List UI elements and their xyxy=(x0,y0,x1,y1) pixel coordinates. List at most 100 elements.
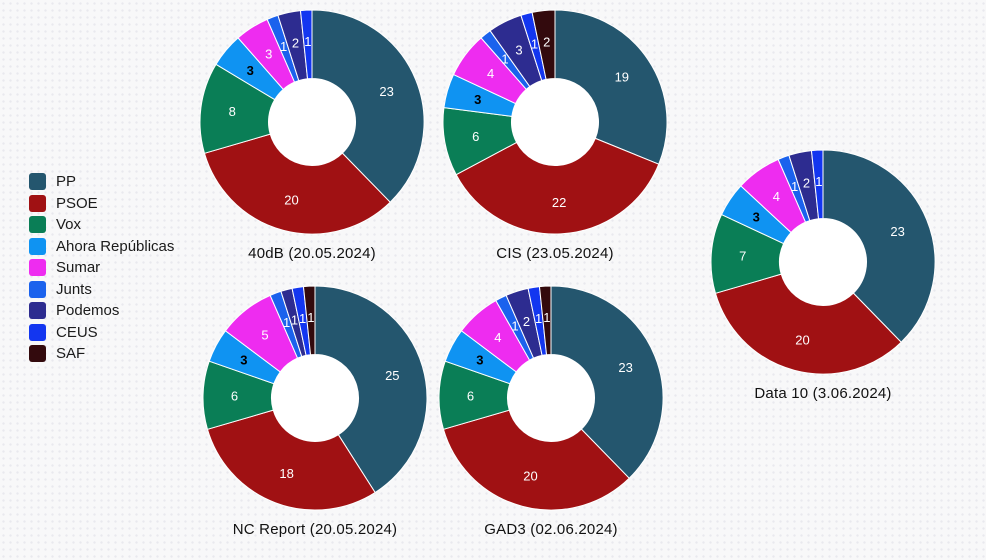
slice-value-label: 5 xyxy=(261,327,268,342)
legend-swatch-sumar xyxy=(29,259,46,277)
slice-psoe[interactable] xyxy=(455,137,660,235)
legend-item-podemos[interactable]: Podemos xyxy=(29,300,174,322)
slice-value-label: 1 xyxy=(511,319,518,334)
legend-label: Vox xyxy=(56,216,82,234)
legend-item-pp[interactable]: PP xyxy=(29,171,174,193)
slice-value-label: 23 xyxy=(379,84,393,99)
legend-item-ceus[interactable]: CEUS xyxy=(29,322,174,344)
slice-value-label: 23 xyxy=(890,224,904,239)
slice-value-label: 1 xyxy=(535,311,542,326)
legend-item-junts[interactable]: Junts xyxy=(29,279,174,301)
donut-hole xyxy=(507,354,595,442)
slice-value-label: 3 xyxy=(753,210,760,225)
legend-label: PP xyxy=(56,173,77,191)
slice-value-label: 7 xyxy=(739,248,746,263)
slice-value-label: 1 xyxy=(299,311,306,326)
slice-pp[interactable] xyxy=(822,149,936,343)
slice-value-label: 2 xyxy=(523,314,530,329)
chart-gad3: 23 20 6 3 4 1 2 1 1 GAD3 (02.06.2024) xyxy=(431,278,671,538)
legend-item-saf[interactable]: SAF xyxy=(29,343,174,365)
slice-value-label: 1 xyxy=(307,310,314,325)
slice-value-label: 22 xyxy=(552,195,566,210)
donut-hole xyxy=(271,354,359,442)
slice-value-label: 2 xyxy=(292,36,299,51)
slice-psoe[interactable] xyxy=(203,133,391,235)
slice-value-label: 4 xyxy=(487,66,494,81)
slice-value-label: 1 xyxy=(531,37,538,52)
legend-label: Podemos xyxy=(56,302,120,320)
legend-item-psoe[interactable]: PSOE xyxy=(29,193,174,215)
slice-ceus[interactable] xyxy=(810,149,824,220)
slice-value-label: 1 xyxy=(791,179,798,194)
donut-hole xyxy=(511,78,599,166)
chart-title-cis: CIS (23.05.2024) xyxy=(496,245,614,262)
slice-psoe[interactable] xyxy=(206,409,376,511)
slice-pp[interactable] xyxy=(550,285,664,479)
chart-cis: 19 22 6 3 4 1 3 1 2 CIS (23.05.2024) xyxy=(435,2,675,262)
slice-value-label: 3 xyxy=(265,47,272,62)
slice-psoe[interactable] xyxy=(714,273,902,375)
slice-value-label: 1 xyxy=(815,174,822,189)
slice-value-label: 3 xyxy=(247,63,254,78)
legend-swatch-ahora-republicas xyxy=(29,237,46,255)
legend-label: Ahora Repúblicas xyxy=(56,237,175,255)
chart-title-data10: Data 10 (3.06.2024) xyxy=(754,385,892,402)
legend-swatch-vox xyxy=(29,216,46,234)
legend-label: CEUS xyxy=(56,323,98,341)
slice-value-label: 19 xyxy=(615,70,629,85)
slice-value-label: 6 xyxy=(231,388,238,403)
legend-swatch-psoe xyxy=(29,194,46,212)
slice-value-label: 20 xyxy=(523,468,537,483)
slice-value-label: 4 xyxy=(773,189,780,204)
slice-value-label: 1 xyxy=(291,313,298,328)
donut-hole xyxy=(779,218,867,306)
chart-title-nc-report: NC Report (20.05.2024) xyxy=(232,521,398,538)
slice-value-label: 25 xyxy=(385,368,399,383)
slice-value-label: 1 xyxy=(543,310,550,325)
slice-value-label: 3 xyxy=(515,43,522,58)
slice-value-label: 3 xyxy=(240,353,247,368)
slice-value-label: 20 xyxy=(795,332,809,347)
chart-40db: 23 20 8 3 3 1 2 1 40dB (20.05.2024) xyxy=(192,2,432,262)
slice-saf[interactable] xyxy=(531,9,556,80)
chart-title-gad3: GAD3 (02.06.2024) xyxy=(484,521,618,538)
legend-swatch-saf xyxy=(29,345,46,363)
legend: PP PSOE Vox Ahora Repúblicas Sumar Junts Podem… xyxy=(29,171,174,365)
legend-swatch-junts xyxy=(29,280,46,298)
chart-nc-report: 25 18 6 3 5 1 1 1 1 NC Report (20.05.2024) xyxy=(195,278,435,538)
slice-saf[interactable] xyxy=(302,285,316,356)
legend-swatch-pp xyxy=(29,173,46,191)
legend-item-ahora-republicas[interactable]: Ahora Repúblicas xyxy=(29,236,174,258)
legend-swatch-ceus xyxy=(29,323,46,341)
legend-swatch-podemos xyxy=(29,302,46,320)
slice-pp[interactable] xyxy=(311,9,425,203)
slice-psoe[interactable] xyxy=(442,409,630,511)
legend-item-vox[interactable]: Vox xyxy=(29,214,174,236)
slice-value-label: 23 xyxy=(618,360,632,375)
chart-title-40db: 40dB (20.05.2024) xyxy=(248,245,376,262)
legend-label: Sumar xyxy=(56,259,101,277)
donut-hole xyxy=(268,78,356,166)
legend-label: SAF xyxy=(56,345,86,363)
slice-value-label: 6 xyxy=(472,129,479,144)
slice-value-label: 3 xyxy=(476,353,483,368)
slice-value-label: 18 xyxy=(279,466,293,481)
slice-value-label: 1 xyxy=(501,51,508,66)
legend-item-sumar[interactable]: Sumar xyxy=(29,257,174,279)
slice-value-label: 3 xyxy=(474,92,481,107)
chart-data10: 23 20 7 3 4 1 2 1 Data 10 (3.06.2024) xyxy=(703,142,943,402)
slice-saf[interactable] xyxy=(538,285,552,356)
slice-value-label: 8 xyxy=(229,104,236,119)
slice-value-label: 6 xyxy=(467,388,474,403)
slice-value-label: 2 xyxy=(803,176,810,191)
slice-pp[interactable] xyxy=(554,9,668,165)
legend-label: Junts xyxy=(56,280,92,298)
slice-pp[interactable] xyxy=(314,285,428,493)
slice-ceus[interactable] xyxy=(299,9,313,80)
slice-value-label: 20 xyxy=(284,192,298,207)
